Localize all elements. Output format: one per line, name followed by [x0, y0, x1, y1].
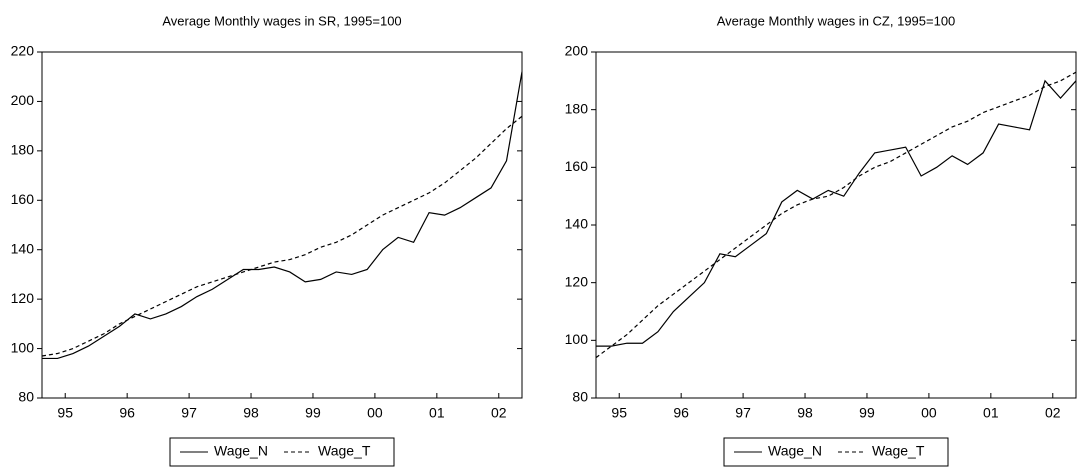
x-tick-label: 96: [673, 405, 689, 421]
chart-title: Average Monthly wages in SR, 1995=100: [162, 13, 401, 28]
x-tick-label: 97: [735, 405, 751, 421]
x-tick-label: 99: [859, 405, 875, 421]
y-tick-label: 220: [11, 43, 35, 59]
y-tick-label: 160: [565, 158, 589, 174]
data-line: [42, 71, 523, 360]
y-tick-label: 180: [565, 100, 589, 116]
x-tick-label: 97: [181, 405, 197, 421]
legend-label: Wage_T: [872, 443, 925, 459]
legend-label: Wage_T: [318, 443, 371, 459]
x-tick-label: 95: [611, 405, 627, 421]
plot-frame: [41, 51, 523, 399]
x-tick-label: 00: [367, 405, 383, 421]
legend-label: Wage_N: [214, 443, 268, 459]
y-tick-label: 180: [11, 142, 35, 158]
x-tick-label: 99: [305, 405, 321, 421]
y-tick-label: 200: [565, 43, 589, 59]
x-tick-label: 95: [57, 405, 73, 421]
y-tick-label: 100: [565, 331, 589, 347]
y-tick-label: 140: [11, 240, 35, 256]
y-tick-label: 200: [11, 92, 35, 108]
x-tick-label: 96: [119, 405, 135, 421]
chart-title: Average Monthly wages in CZ, 1995=100: [717, 13, 956, 28]
x-tick-label: 02: [1045, 405, 1061, 421]
x-tick-label: 00: [921, 405, 937, 421]
y-tick-label: 80: [572, 389, 588, 405]
x-tick-label: 98: [243, 405, 259, 421]
y-tick-label: 100: [11, 339, 35, 355]
data-line: [41, 115, 523, 357]
data-line: [596, 79, 1077, 347]
x-tick-label: 01: [429, 405, 445, 421]
legend-box: [723, 437, 949, 467]
x-tick-label: 01: [983, 405, 999, 421]
x-tick-label: 98: [797, 405, 813, 421]
y-tick-label: 80: [18, 389, 34, 405]
legend-box: [169, 437, 395, 467]
y-tick-label: 160: [11, 191, 35, 207]
y-tick-label: 120: [565, 273, 589, 289]
plot-frame: [595, 51, 1077, 399]
y-tick-label: 120: [11, 290, 35, 306]
data-line: [595, 71, 1077, 359]
x-tick-label: 02: [491, 405, 507, 421]
y-tick-label: 140: [565, 216, 589, 232]
legend-label: Wage_N: [768, 443, 822, 459]
